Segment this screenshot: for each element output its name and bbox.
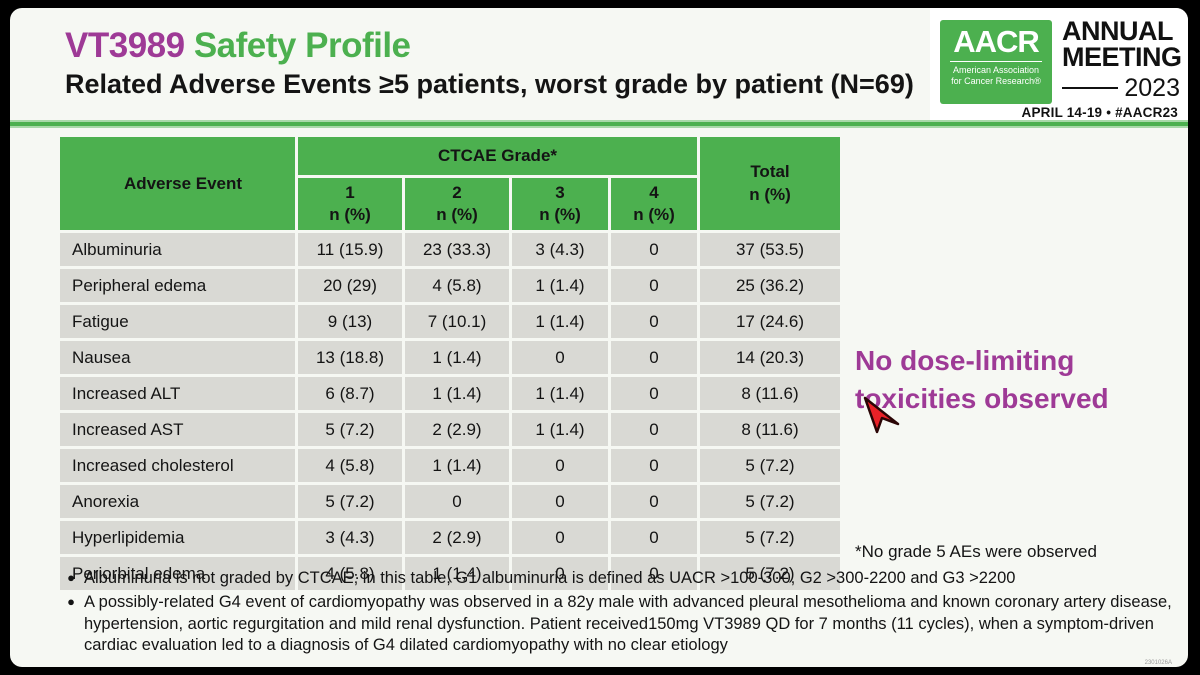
aacr-rule — [950, 60, 1042, 62]
key-finding-annotation: No dose-limiting toxicities observed — [855, 342, 1188, 418]
bullet-item: ● Albuminuria is not graded by CTCAE; in… — [58, 568, 1172, 589]
bullet-dot: ● — [67, 570, 75, 585]
mouse-cursor-icon — [863, 396, 900, 434]
slide-subtitle: Related Adverse Events ≥5 patients, wors… — [65, 69, 914, 99]
column-header-adverse-event: Adverse Event — [60, 137, 295, 230]
slide-title: VT3989 Safety Profile — [65, 26, 411, 66]
table-row: Albuminuria 11 (15.9) 23 (33.3) 3 (4.3) … — [60, 233, 840, 266]
grade5-footnote: *No grade 5 AEs were observed — [855, 542, 1097, 561]
annotation-line1: No dose-limiting — [855, 345, 1075, 376]
table-row: Anorexia 5 (7.2) 0 0 0 5 (7.2) — [60, 485, 840, 518]
total-header-line2: n (%) — [749, 184, 791, 204]
slide-title-rest: Safety Profile — [193, 26, 411, 65]
column-header-grade-4: 4 n (%) — [611, 178, 697, 230]
table-row: Hyperlipidemia 3 (4.3) 2 (2.9) 0 0 5 (7.… — [60, 521, 840, 554]
table-header-row-2: 1 n (%) 2 n (%) 3 n (%) 4 n (%) — [60, 178, 840, 230]
year-divider — [1062, 87, 1119, 90]
column-header-grade-2: 2 n (%) — [405, 178, 509, 230]
aacr-logo: AACR American Association for Cancer Res… — [930, 8, 1188, 122]
slide-id-watermark: 2301026A — [1144, 660, 1172, 666]
aacr-logo-icon: AACR American Association for Cancer Res… — [940, 20, 1052, 104]
aacr-acronym: AACR — [953, 24, 1040, 59]
year-row: 2023 — [1062, 74, 1180, 103]
bullet-item: ● A possibly-related G4 event of cardiom… — [58, 592, 1172, 656]
adverse-events-table: Adverse Event CTCAE Grade* Total n (%) 1… — [57, 134, 843, 593]
table-row: Nausea 13 (18.8) 1 (1.4) 0 0 14 (20.3) — [60, 341, 840, 374]
annotation-line2: toxicities observed — [855, 382, 1109, 414]
table-row: Increased cholesterol 4 (5.8) 1 (1.4) 0 … — [60, 449, 840, 482]
aacr-org-line2: for Cancer Research® — [951, 75, 1041, 86]
header-divider-line — [10, 122, 1188, 126]
annual-meeting-block: ANNUAL MEETING 2023 — [1062, 16, 1182, 103]
presentation-slide: VT3989 Safety Profile Related Adverse Ev… — [10, 8, 1188, 667]
table-row: Increased AST 5 (7.2) 2 (2.9) 1 (1.4) 0 … — [60, 413, 840, 446]
table-row: Fatigue 9 (13) 7 (10.1) 1 (1.4) 0 17 (24… — [60, 305, 840, 338]
aacr-org-line1: American Association — [952, 64, 1040, 75]
table-row: Peripheral edema 20 (29) 4 (5.8) 1 (1.4)… — [60, 269, 840, 302]
column-header-total: Total n (%) — [700, 137, 840, 230]
column-header-grade-3: 3 n (%) — [512, 178, 608, 230]
annual-line2: MEETING — [1062, 42, 1182, 73]
meeting-dates: APRIL 14-19 • #AACR23 — [1021, 105, 1178, 120]
table-row: Periorbital edema 4 (5.8) 1 (1,4) 0 0 5 … — [60, 557, 840, 590]
total-header-line1: Total — [750, 162, 790, 182]
bullet-dot: ● — [67, 594, 75, 610]
column-group-header-ctcae-grade: CTCAE Grade* — [298, 137, 697, 175]
table-row: Increased ALT 6 (8.7) 1 (1.4) 1 (1.4) 0 … — [60, 377, 840, 410]
bullet-text: Albuminuria is not graded by CTCAE; in t… — [84, 569, 1016, 587]
annual-line1: ANNUAL — [1062, 16, 1174, 46]
footnote-bullets: ● Albuminuria is not graded by CTCAE; in… — [58, 568, 1172, 660]
slide-title-drug: VT3989 — [65, 26, 185, 65]
meeting-year: 2023 — [1124, 73, 1180, 102]
table-header-row-1: Adverse Event CTCAE Grade* Total n (%) — [60, 137, 840, 230]
column-header-grade-1: 1 n (%) — [298, 178, 402, 230]
bullet-text: A possibly-related G4 event of cardiomyo… — [84, 593, 1172, 655]
